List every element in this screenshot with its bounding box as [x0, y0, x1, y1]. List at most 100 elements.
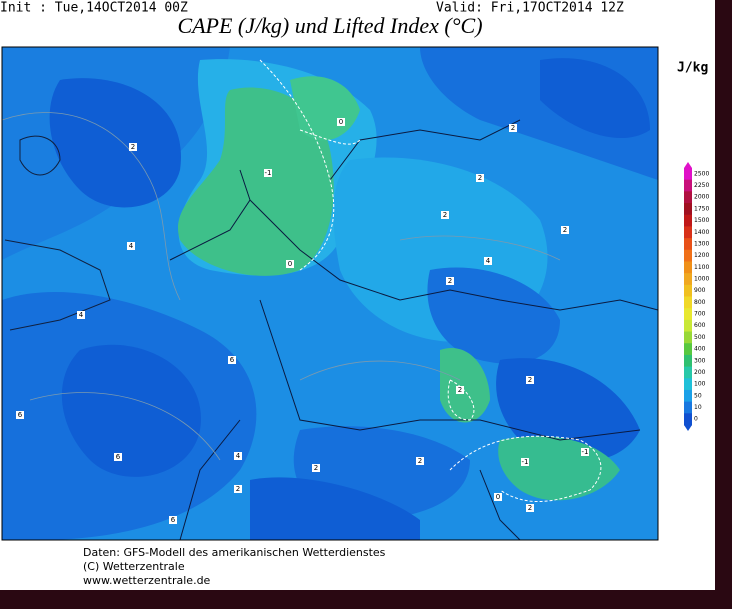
- contour-label: 2: [131, 143, 135, 151]
- contour-label-box: [526, 376, 534, 384]
- legend-label: 700: [694, 311, 706, 318]
- contour-label-box: [16, 411, 24, 419]
- contour-label-box: [127, 242, 135, 250]
- contour-label: 4: [79, 311, 84, 319]
- contour-label: 4: [236, 452, 241, 460]
- contour-label: 4: [486, 257, 491, 265]
- contour-label: 6: [171, 516, 176, 524]
- contour-label: 0: [288, 260, 292, 268]
- contour-label-box: [494, 493, 502, 501]
- legend-swatch: [684, 331, 692, 344]
- legend-label: 1400: [694, 229, 709, 236]
- contour-label: 4: [129, 242, 134, 250]
- legend-swatch: [684, 366, 692, 379]
- contour-label: 2: [443, 211, 447, 219]
- legend-swatch: [684, 261, 692, 274]
- unit-label: J/kg: [677, 61, 708, 76]
- legend-label: 50: [694, 392, 702, 399]
- legend-swatch: [684, 354, 692, 368]
- legend-label: 10: [694, 404, 702, 411]
- contour-label-box: [476, 174, 484, 182]
- legend-swatch: [684, 273, 692, 286]
- contour-label-box: [234, 485, 242, 493]
- legend-swatch: [684, 214, 692, 227]
- legend-label: 500: [694, 334, 706, 341]
- contour-label: 6: [18, 411, 23, 419]
- contour-label: 2: [314, 464, 318, 472]
- legend-swatch: [684, 226, 692, 239]
- legend-label: 1200: [694, 252, 709, 259]
- legend-label: 300: [694, 357, 706, 364]
- legend-label: 400: [694, 346, 706, 353]
- legend-label: 900: [694, 287, 706, 294]
- contour-label-box: [169, 516, 177, 524]
- color-legend: 2500225020001750150014001300120011001000…: [684, 162, 709, 431]
- legend-label: 1500: [694, 217, 709, 224]
- footer: Daten: GFS-Modell des amerikanischen Wet…: [83, 546, 386, 587]
- legend-label: 2000: [694, 194, 709, 201]
- contour-label: 2: [458, 386, 462, 394]
- contour-label-box: [521, 458, 529, 466]
- contour-label-box: [416, 457, 424, 465]
- footer-line: www.wetterzentrale.de: [83, 574, 211, 587]
- contour-label-box: [264, 169, 272, 177]
- contour-label: 2: [528, 504, 532, 512]
- legend-label: 1000: [694, 275, 709, 282]
- contour-label: 6: [116, 453, 121, 461]
- contour-label-box: [446, 277, 454, 285]
- legend-swatch: [684, 308, 692, 321]
- legend-swatch: [684, 413, 692, 426]
- contour-label: 2: [418, 457, 422, 465]
- contour-label: 2: [478, 174, 482, 182]
- legend-label: 600: [694, 322, 706, 329]
- legend-tip-top: [684, 162, 692, 168]
- contour-label: 0: [339, 118, 343, 126]
- legend-label: 100: [694, 381, 706, 388]
- contour-label-box: [234, 452, 242, 460]
- contour-label-box: [312, 464, 320, 472]
- legend-label: 2250: [694, 182, 709, 189]
- legend-swatch: [684, 296, 692, 309]
- contour-label-box: [228, 356, 236, 364]
- footer-line: Daten: GFS-Modell des amerikanischen Wet…: [83, 546, 386, 559]
- legend-label: 1100: [694, 264, 709, 271]
- contour-label-box: [337, 118, 345, 126]
- legend-swatch: [684, 319, 692, 333]
- contour-label-box: [526, 504, 534, 512]
- contour-label-box: [129, 143, 137, 151]
- legend-swatch: [684, 343, 692, 356]
- contour-label-box: [561, 226, 569, 234]
- legend-label: 2500: [694, 170, 709, 177]
- contour-label: 2: [448, 277, 452, 285]
- legend-swatch: [684, 249, 692, 262]
- contour-label: -1: [265, 169, 272, 177]
- contour-label-box: [509, 124, 517, 132]
- contour-label-box: [484, 257, 492, 265]
- contour-label-box: [441, 211, 449, 219]
- legend-swatch: [684, 378, 692, 391]
- contour-label-box: [77, 311, 85, 319]
- contour-label: -1: [522, 458, 529, 466]
- legend-swatch: [684, 203, 692, 216]
- legend-swatch: [684, 284, 692, 297]
- contour-label: 6: [230, 356, 235, 364]
- legend-label: 1750: [694, 205, 709, 212]
- valid-time: Valid: Fri,17OCT2014 12Z: [436, 1, 624, 16]
- legend-label: 800: [694, 299, 706, 306]
- contour-label-box: [286, 260, 294, 268]
- contour-label: 0: [496, 493, 500, 501]
- legend-swatch: [684, 168, 692, 181]
- footer-line: (C) Wetterzentrale: [83, 560, 185, 573]
- legend-label: 200: [694, 369, 706, 376]
- contour-label: 2: [563, 226, 567, 234]
- legend-swatch: [684, 191, 692, 204]
- init-time: Init : Tue,14OCT2014 00Z: [0, 1, 188, 16]
- legend-label: 0: [694, 416, 698, 423]
- contour-label: 2: [528, 376, 532, 384]
- map: 2 -1 0 0 2 2 2 2 4 4 2 4 6 2 2 6 4 2 2 6 -1 -1 2 0 2 6: [1, 46, 659, 541]
- legend-swatch: [684, 401, 692, 414]
- legend-swatch: [684, 238, 692, 251]
- contour-label-box: [581, 448, 589, 456]
- contour-label-box: [114, 453, 122, 461]
